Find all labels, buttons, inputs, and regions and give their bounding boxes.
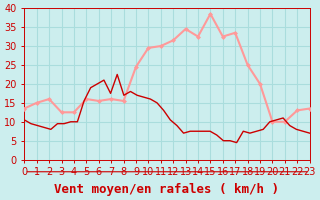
X-axis label: Vent moyen/en rafales ( km/h ): Vent moyen/en rafales ( km/h ) [54, 183, 279, 196]
